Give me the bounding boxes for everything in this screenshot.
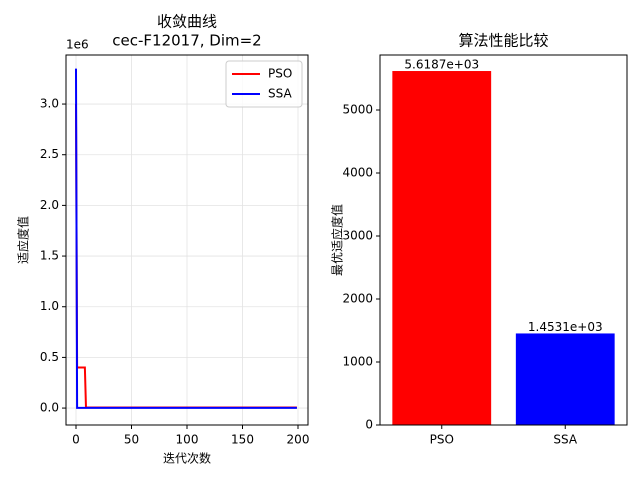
bar — [392, 71, 492, 426]
y-tick-label: 2.0 — [40, 198, 59, 212]
y-tick-label: 5000 — [342, 102, 373, 116]
legend-frame — [225, 60, 303, 108]
axes-frame — [65, 54, 309, 426]
x-axis-label: 迭代次数 — [163, 451, 211, 466]
y-axis-label: 最优适应度值 — [330, 204, 345, 276]
x-tick-label: SSA — [553, 433, 577, 447]
legend-label: SSA — [268, 87, 292, 101]
y-tick-label: 1.5 — [40, 249, 59, 263]
y-tick-label: 0 — [365, 418, 373, 432]
x-tick-label: 150 — [231, 433, 254, 447]
chart-subtitle: cec-F12017, Dim=2 — [112, 32, 261, 50]
y-tick-label: 1.0 — [40, 299, 59, 313]
value-label: 5.6187e+03 — [404, 58, 479, 72]
legend: PSO SSA — [225, 60, 303, 108]
y-tick-label: 3000 — [342, 228, 373, 242]
x-tick-label: 200 — [287, 433, 310, 447]
x-tick-label: 100 — [176, 433, 199, 447]
line-series — [74, 68, 297, 409]
x-tick-label: 0 — [72, 433, 80, 447]
y-axis-label: 适应度值 — [16, 216, 31, 264]
y-tick-label: 0.5 — [40, 350, 59, 364]
axes-frame — [379, 54, 628, 426]
chart-title: 算法性能比较 — [458, 32, 548, 50]
bar — [515, 333, 615, 425]
y-offset-label: 1e6 — [66, 38, 89, 52]
y-tick-label: 3.0 — [40, 97, 59, 111]
y-tick-label: 1000 — [342, 354, 373, 368]
y-tick-label: 4000 — [342, 165, 373, 179]
x-tick-label: PSO — [430, 433, 454, 447]
x-tick-label: 50 — [124, 433, 139, 447]
value-label: 1.4531e+03 — [528, 320, 603, 334]
y-tick-label: 0.0 — [40, 401, 59, 415]
legend-label: PSO — [268, 67, 292, 81]
y-tick-label: 2000 — [342, 291, 373, 305]
y-tick-label: 2.5 — [40, 147, 59, 161]
chart-title: 收敛曲线 — [157, 13, 217, 31]
